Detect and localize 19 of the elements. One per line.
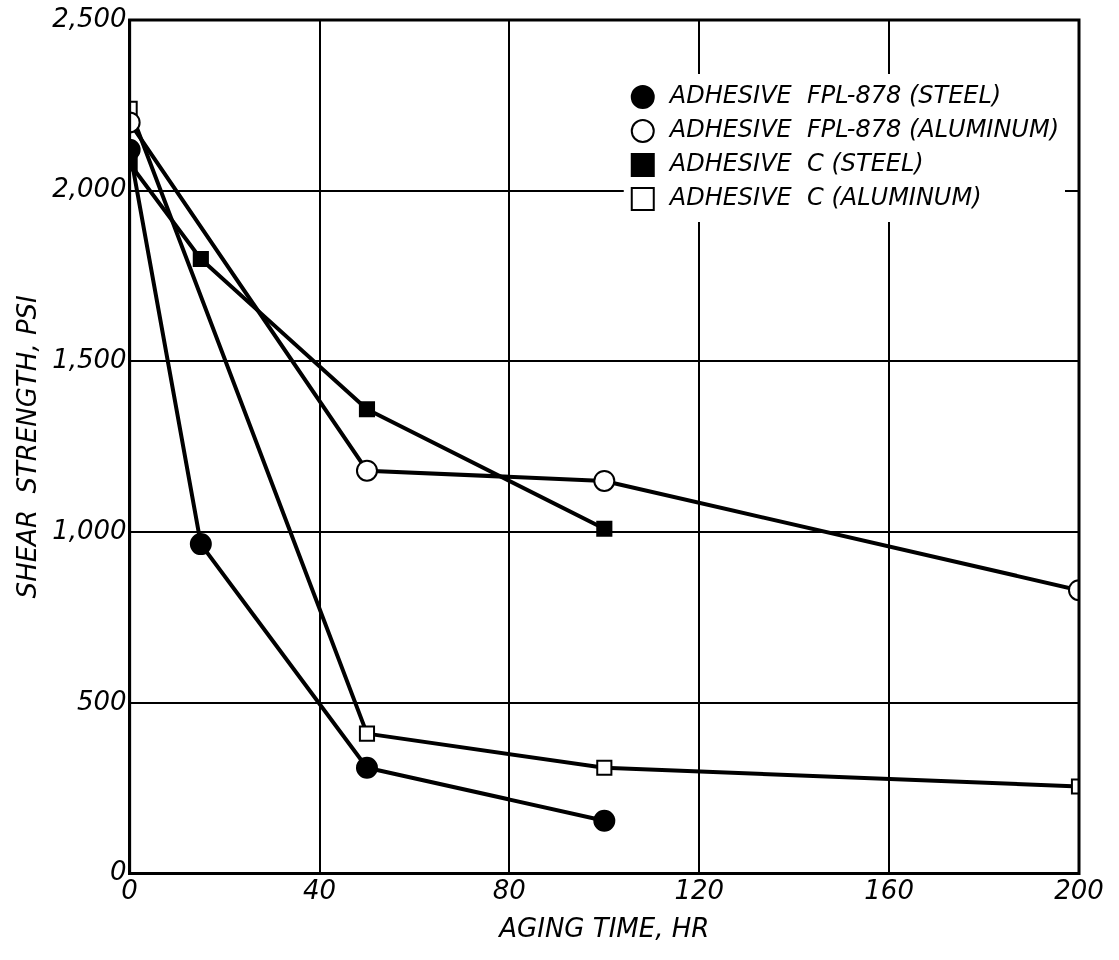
x-tick-label: 80 xyxy=(492,874,526,905)
legend-label: ADHESIVE C (STEEL) xyxy=(667,149,924,178)
x-tick-label: 200 xyxy=(1054,874,1104,905)
legend-label: ADHESIVE FPL-878 (ALUMINUM) xyxy=(667,115,1060,144)
point xyxy=(596,520,613,537)
y-tick-label: 1,500 xyxy=(52,344,127,375)
y-tick-label: 2,500 xyxy=(52,2,127,33)
x-tick-label: 120 xyxy=(674,874,725,905)
point xyxy=(358,401,376,418)
legend-label: ADHESIVE C (ALUMINUM) xyxy=(667,183,982,212)
y-tick-label: 2,000 xyxy=(52,173,127,204)
point xyxy=(593,809,616,832)
x-axis-title: AGING TIME, HR xyxy=(497,913,710,944)
legend-label: ADHESIVE FPL-878 (STEEL) xyxy=(667,81,1002,110)
y-tick-label: 1,000 xyxy=(52,514,127,545)
x-tick-label: 160 xyxy=(864,874,914,905)
x-tick-label: 40 xyxy=(302,874,337,905)
y-tick-label: 500 xyxy=(76,685,127,716)
y-axis-title: SHEAR STRENGTH, PSI xyxy=(12,295,43,599)
